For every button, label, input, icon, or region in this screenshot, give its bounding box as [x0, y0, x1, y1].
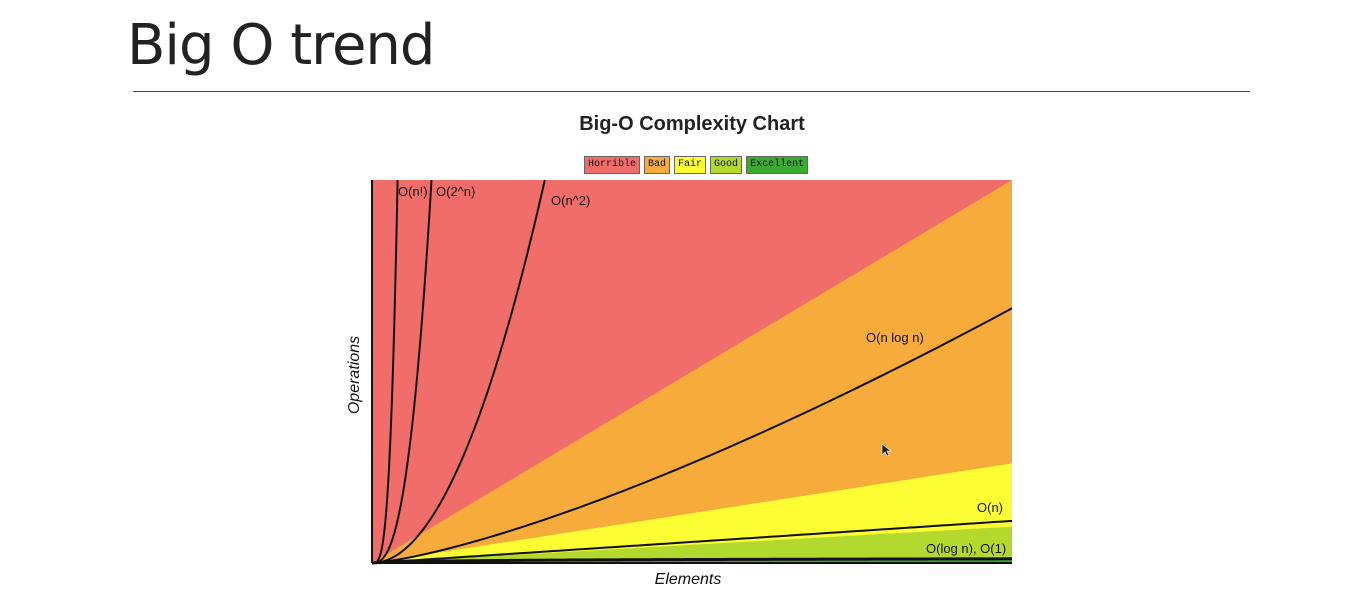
label-o-log-n-o-1: O(log n), O(1) — [926, 541, 1006, 556]
chart-title: Big-O Complexity Chart — [579, 113, 805, 135]
legend-item-horrible: Horrible — [584, 156, 641, 174]
slide-title: Big O trend — [127, 13, 435, 78]
legend-item-bad: Bad — [644, 156, 671, 174]
curve-o-n-2- — [371, 179, 546, 564]
label-o-n: O(n) — [977, 500, 1003, 515]
y-axis-title: Operations — [346, 336, 363, 414]
label-o-n-squared: O(n^2) — [551, 193, 590, 208]
mouse-cursor-icon — [881, 443, 892, 457]
x-axis-title: Elements — [655, 571, 722, 588]
title-divider — [133, 91, 1250, 92]
legend-item-excellent: Excellent — [746, 156, 809, 174]
label-o-n-log-n: O(n log n) — [866, 330, 924, 345]
label-o-n-factorial: O(n!) — [398, 184, 428, 199]
curve-label-layer: O(n!) O(2^n) O(n^2) O(n log n) O(n) O(lo… — [398, 184, 1006, 556]
region-bad — [372, 180, 1012, 563]
curve-o-n-log-n- — [371, 307, 1013, 564]
curve-o-n- — [371, 519, 1013, 564]
curve-o-2-n- — [372, 179, 433, 564]
region-good — [372, 526, 1012, 563]
curve-layer — [371, 179, 1013, 565]
legend-item-fair: Fair — [674, 156, 707, 174]
label-o-2-pow-n: O(2^n) — [436, 184, 475, 199]
region-layer — [372, 180, 1012, 563]
legend-item-good: Good — [710, 156, 743, 174]
chart-legend: Horrible Bad Fair Good Excellent — [584, 156, 809, 174]
curve-o-log-n-o-1- — [371, 557, 1013, 565]
